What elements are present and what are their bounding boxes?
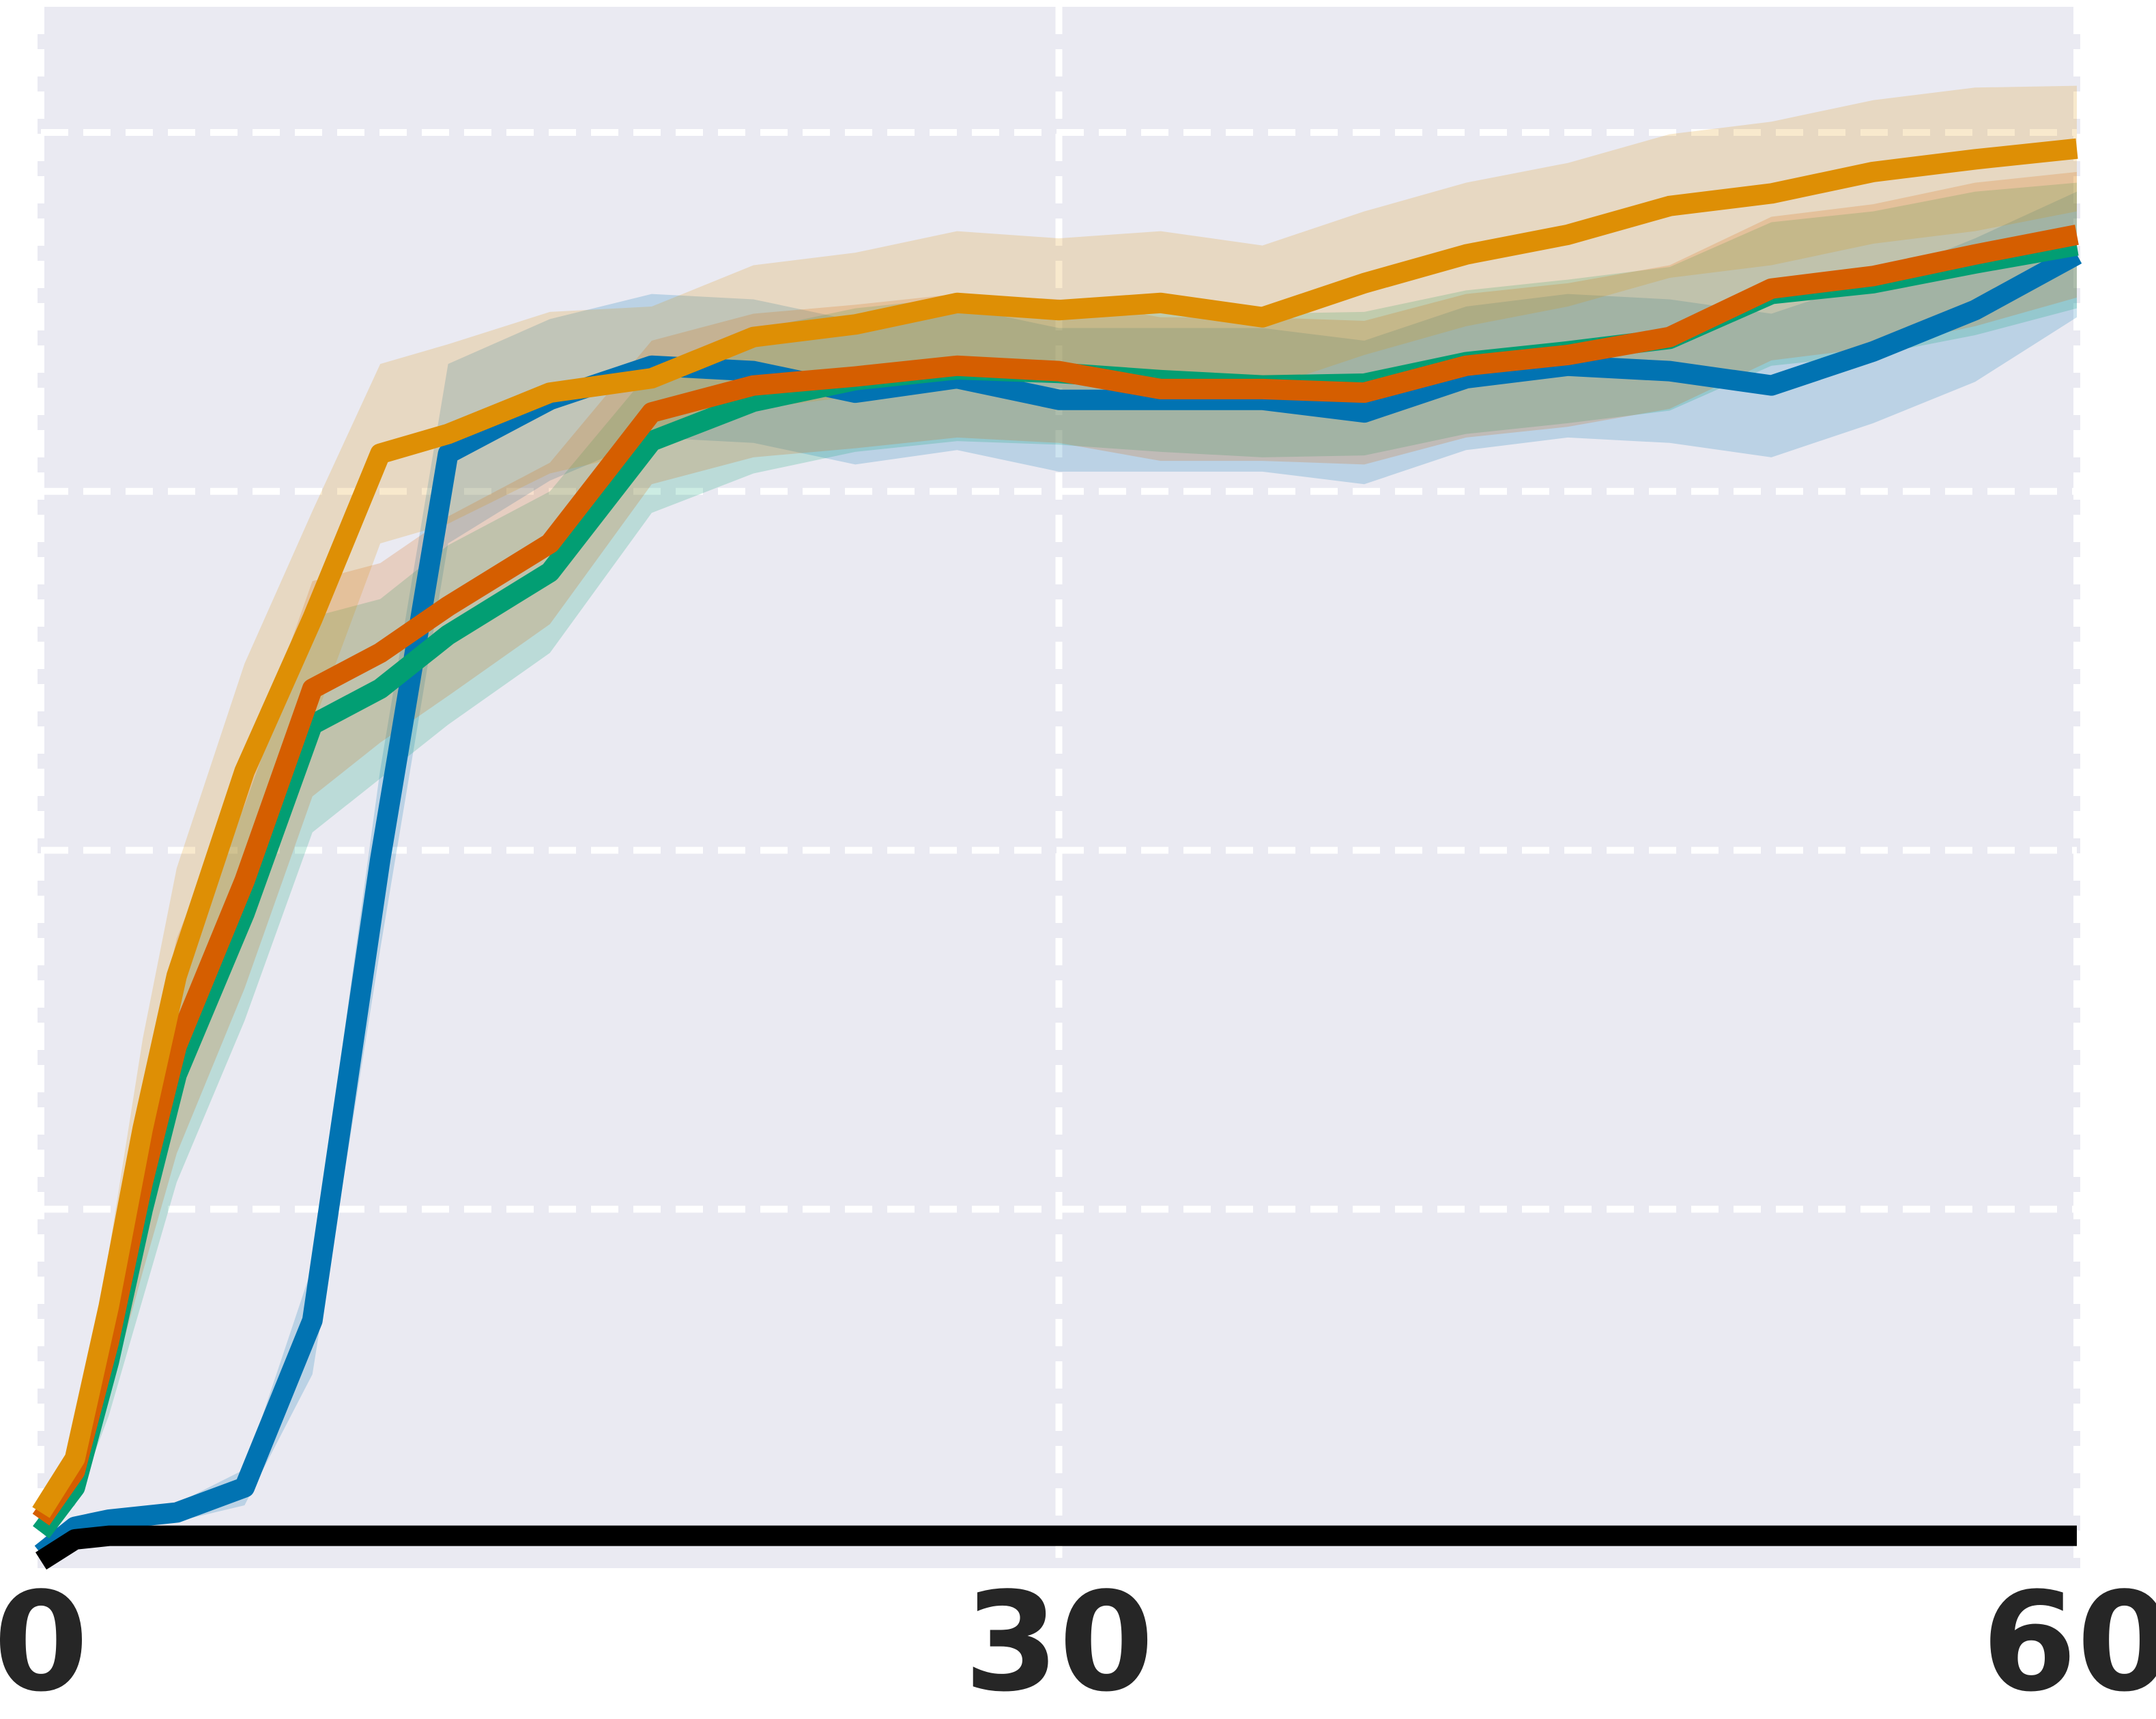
x-tick-label: 60 (1982, 1563, 2156, 1719)
series-line (35, 1525, 2077, 1570)
x-tick-label: 30 (964, 1563, 1153, 1719)
series-line (32, 225, 2079, 1526)
x-tick-label: 0 (0, 1563, 89, 1719)
confidence-band (41, 85, 2077, 1513)
series-line (34, 245, 2082, 1562)
confidence-band (41, 182, 2077, 1533)
series-line (32, 138, 2078, 1518)
confidence-band (41, 191, 2077, 1554)
confidence-band (41, 171, 2077, 1520)
